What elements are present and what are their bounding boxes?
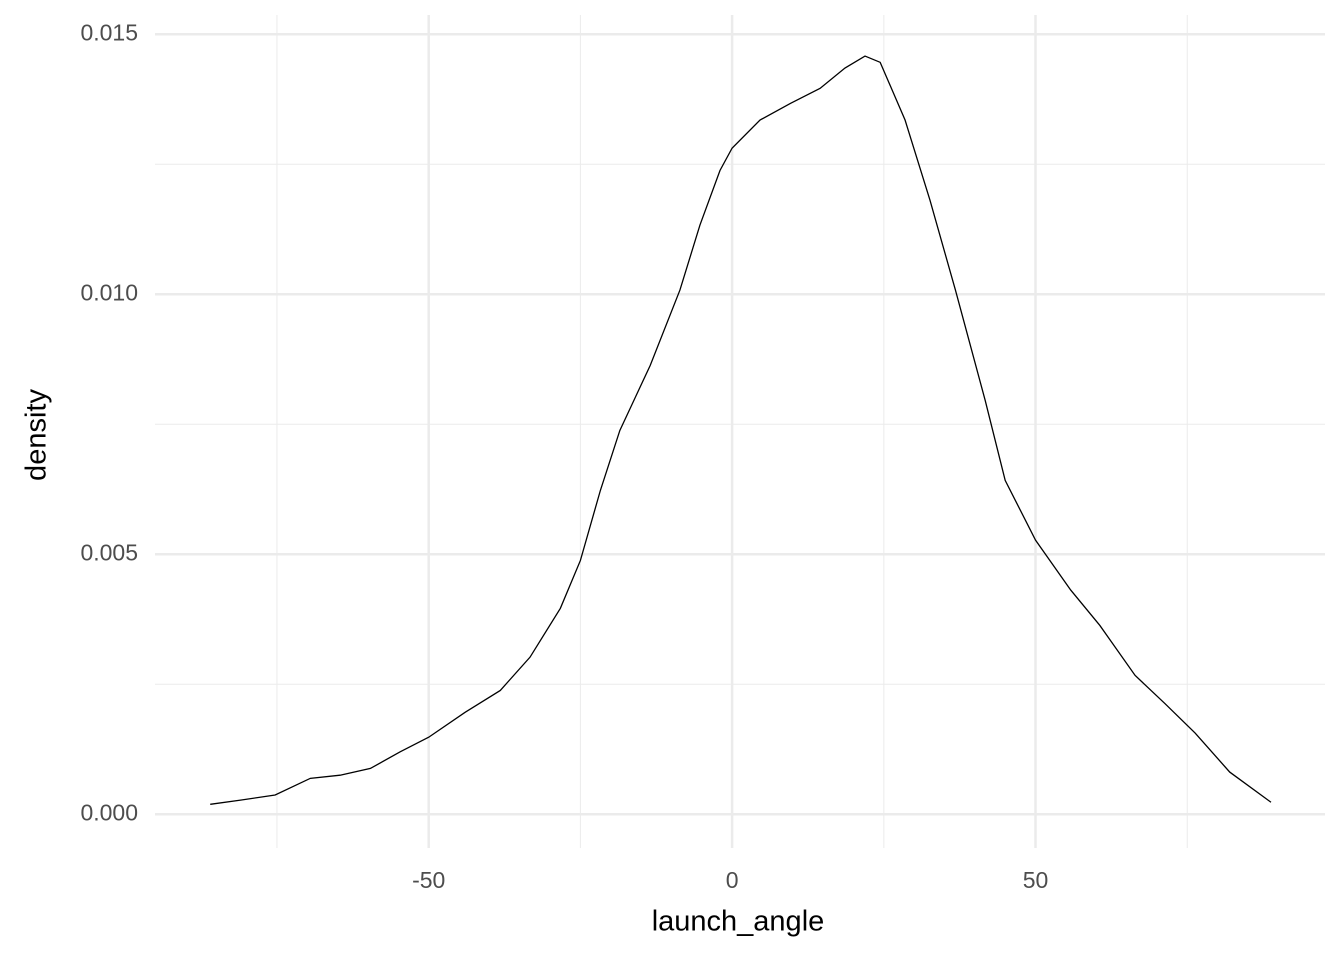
y-tick-label: 0.000 xyxy=(80,799,138,825)
x-axis-title: launch_angle xyxy=(652,906,825,938)
y-tick-label: 0.010 xyxy=(80,279,138,305)
y-tick-label: 0.005 xyxy=(80,539,138,565)
y-tick-label: 0.015 xyxy=(80,19,138,45)
x-tick-label: -50 xyxy=(412,867,445,893)
x-tick-label: 0 xyxy=(726,867,739,893)
density-line xyxy=(210,55,1272,805)
y-axis-title: density xyxy=(21,389,53,481)
x-tick-label: 50 xyxy=(1023,867,1049,893)
